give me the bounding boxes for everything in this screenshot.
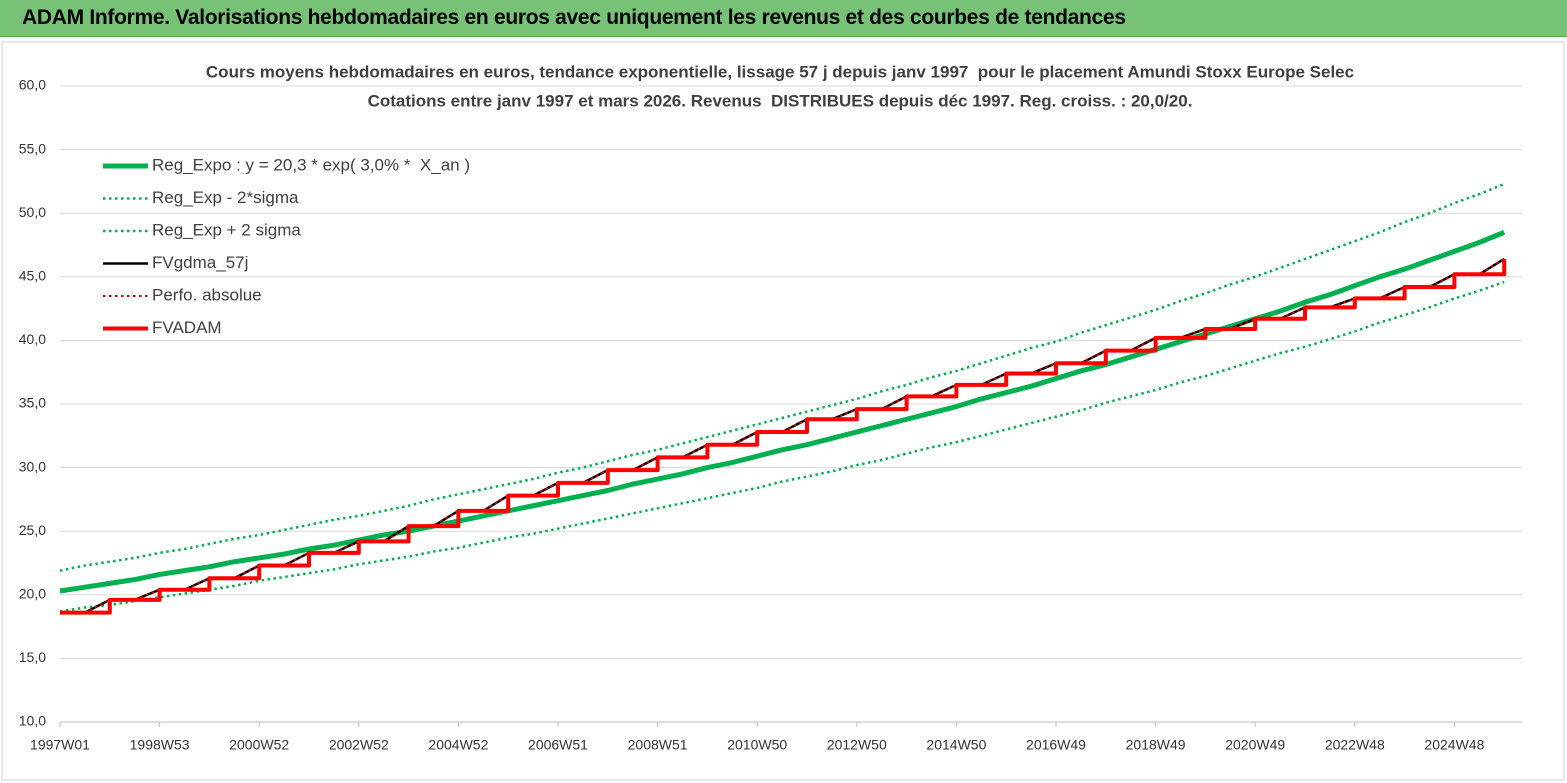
legend-label: Reg_Expo : y = 20,3 * exp( 3,0% * X_an )	[152, 155, 470, 174]
x-tick-label: 2024W48	[1424, 737, 1484, 753]
y-tick-label: 50,0	[19, 204, 46, 220]
y-tick-label: 10,0	[19, 713, 46, 729]
y-tick-label: 20,0	[19, 586, 46, 602]
x-tick-label: 2002W52	[329, 737, 389, 753]
y-tick-label: 40,0	[19, 331, 46, 347]
x-tick-label: 2022W48	[1325, 737, 1385, 753]
x-tick-label: 2018W49	[1126, 737, 1186, 753]
x-tick-label: 2000W52	[229, 737, 289, 753]
x-tick-label: 2004W52	[428, 737, 488, 753]
header: ADAM Informe. Valorisations hebdomadaire…	[0, 0, 1567, 37]
series-line	[59, 280, 1505, 613]
y-tick-label: 60,0	[19, 77, 46, 93]
legend-label: Reg_Exp - 2*sigma	[152, 188, 299, 207]
x-tick-label: 2020W49	[1225, 737, 1285, 753]
x-tick-label: 2014W50	[926, 737, 986, 753]
x-tick-label: 2012W50	[827, 737, 887, 753]
x-tick-label: 1998W53	[130, 737, 190, 753]
legend-label: FVADAM	[152, 318, 222, 337]
legend-label: Reg_Exp + 2 sigma	[152, 220, 301, 239]
x-tick-label: 2008W51	[628, 737, 688, 753]
y-tick-label: 15,0	[19, 649, 46, 665]
y-tick-label: 45,0	[19, 268, 46, 284]
series-line	[59, 229, 1506, 594]
series-line	[60, 258, 1507, 615]
chart-title: Cours moyens hebdomadaires en euros, ten…	[206, 62, 1354, 81]
chart-subtitle: Cotations entre janv 1997 et mars 2026. …	[368, 91, 1193, 110]
x-tick-label: 2010W50	[727, 737, 787, 753]
chart: Cours moyens hebdomadaires en euros, ten…	[1, 41, 1565, 781]
series-line	[59, 182, 1505, 572]
legend-label: Perfo. absolue	[152, 285, 262, 304]
y-tick-label: 55,0	[19, 140, 46, 156]
y-tick-label: 25,0	[19, 522, 46, 538]
legend-label: FVgdma_57j	[152, 253, 248, 272]
x-tick-label: 2016W49	[1026, 737, 1086, 753]
chart-frame	[1, 41, 1565, 781]
x-tick-label: 2006W51	[528, 737, 588, 753]
y-tick-label: 30,0	[19, 458, 46, 474]
header-title: ADAM Informe. Valorisations hebdomadaire…	[22, 6, 1126, 29]
x-tick-label: 1997W01	[30, 737, 90, 753]
y-tick-label: 35,0	[19, 395, 46, 411]
